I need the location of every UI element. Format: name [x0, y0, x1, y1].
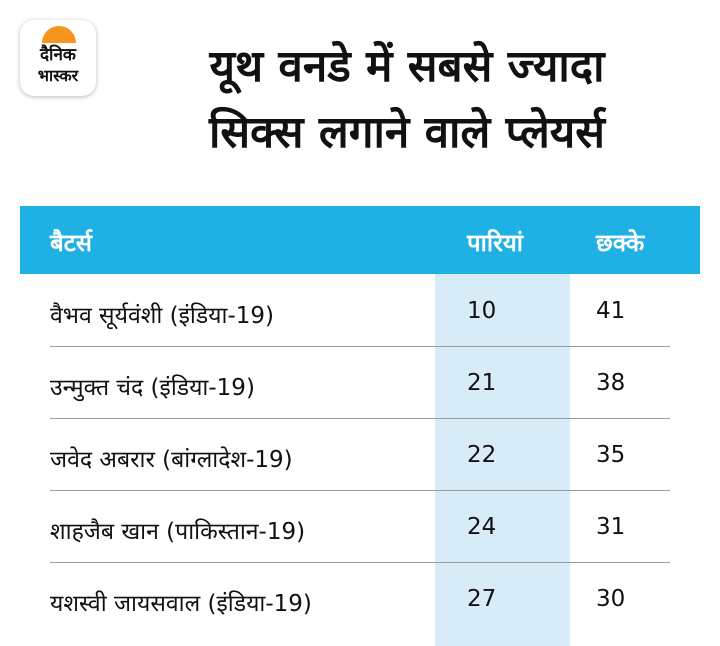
- table-body: वैभव सूर्यवंशी (इंडिया-19) 10 41 उन्मुक्…: [20, 274, 700, 634]
- table-row: उन्मुक्त चंद (इंडिया-19) 21 38: [20, 346, 700, 419]
- title-line-1: यूथ वनडे में सबसे ज्यादा: [209, 41, 605, 92]
- row-divider: [50, 562, 670, 563]
- table-header: बैटर्स पारियां छक्के: [20, 206, 700, 274]
- innings-value: 10: [467, 298, 497, 324]
- innings-value: 24: [467, 514, 497, 540]
- column-header-innings: पारियां: [467, 229, 524, 257]
- sixes-value: 31: [596, 514, 626, 540]
- sixes-value: 38: [596, 370, 626, 396]
- logo-text-line1: दैनिक: [40, 45, 76, 65]
- row-divider: [50, 418, 670, 419]
- sixes-value: 30: [596, 586, 626, 612]
- page-title: यूथ वनडे में सबसे ज्यादा सिक्स लगाने वाल…: [112, 34, 702, 166]
- logo-text-line2: भास्कर: [37, 66, 79, 85]
- table-row: शाहजैब खान (पाकिस्तान-19) 24 31: [20, 490, 700, 563]
- innings-value: 22: [467, 442, 497, 468]
- table-row: यशस्वी जायसवाल (इंडिया-19) 27 30: [20, 562, 700, 634]
- table-row: वैभव सूर्यवंशी (इंडिया-19) 10 41: [20, 274, 700, 347]
- innings-value: 21: [467, 370, 497, 396]
- row-divider: [50, 346, 670, 347]
- sun-icon: [42, 26, 76, 43]
- title-line-2: सिक्स लगाने वाले प्लेयर्स: [208, 107, 606, 158]
- column-header-sixes: छक्के: [596, 229, 645, 257]
- batter-name: वैभव सूर्यवंशी (इंडिया-19): [50, 303, 275, 329]
- sixes-value: 41: [596, 298, 626, 324]
- innings-value: 27: [467, 586, 497, 612]
- batter-name: शाहजैब खान (पाकिस्तान-19): [50, 519, 306, 545]
- players-table: बैटर्स पारियां छक्के वैभव सूर्यवंशी (इंड…: [20, 206, 700, 646]
- row-divider: [50, 490, 670, 491]
- sixes-value: 35: [596, 442, 626, 468]
- batter-name: उन्मुक्त चंद (इंडिया-19): [50, 375, 255, 401]
- batter-name: जवेद अबरार (बांग्लादेश-19): [50, 447, 293, 473]
- innings-column-highlight: [435, 274, 570, 646]
- brand-logo: दैनिक भास्कर: [20, 20, 96, 96]
- table-row: जवेद अबरार (बांग्लादेश-19) 22 35: [20, 418, 700, 491]
- column-header-batters: बैटर्स: [50, 229, 93, 257]
- batter-name: यशस्वी जायसवाल (इंडिया-19): [50, 591, 312, 617]
